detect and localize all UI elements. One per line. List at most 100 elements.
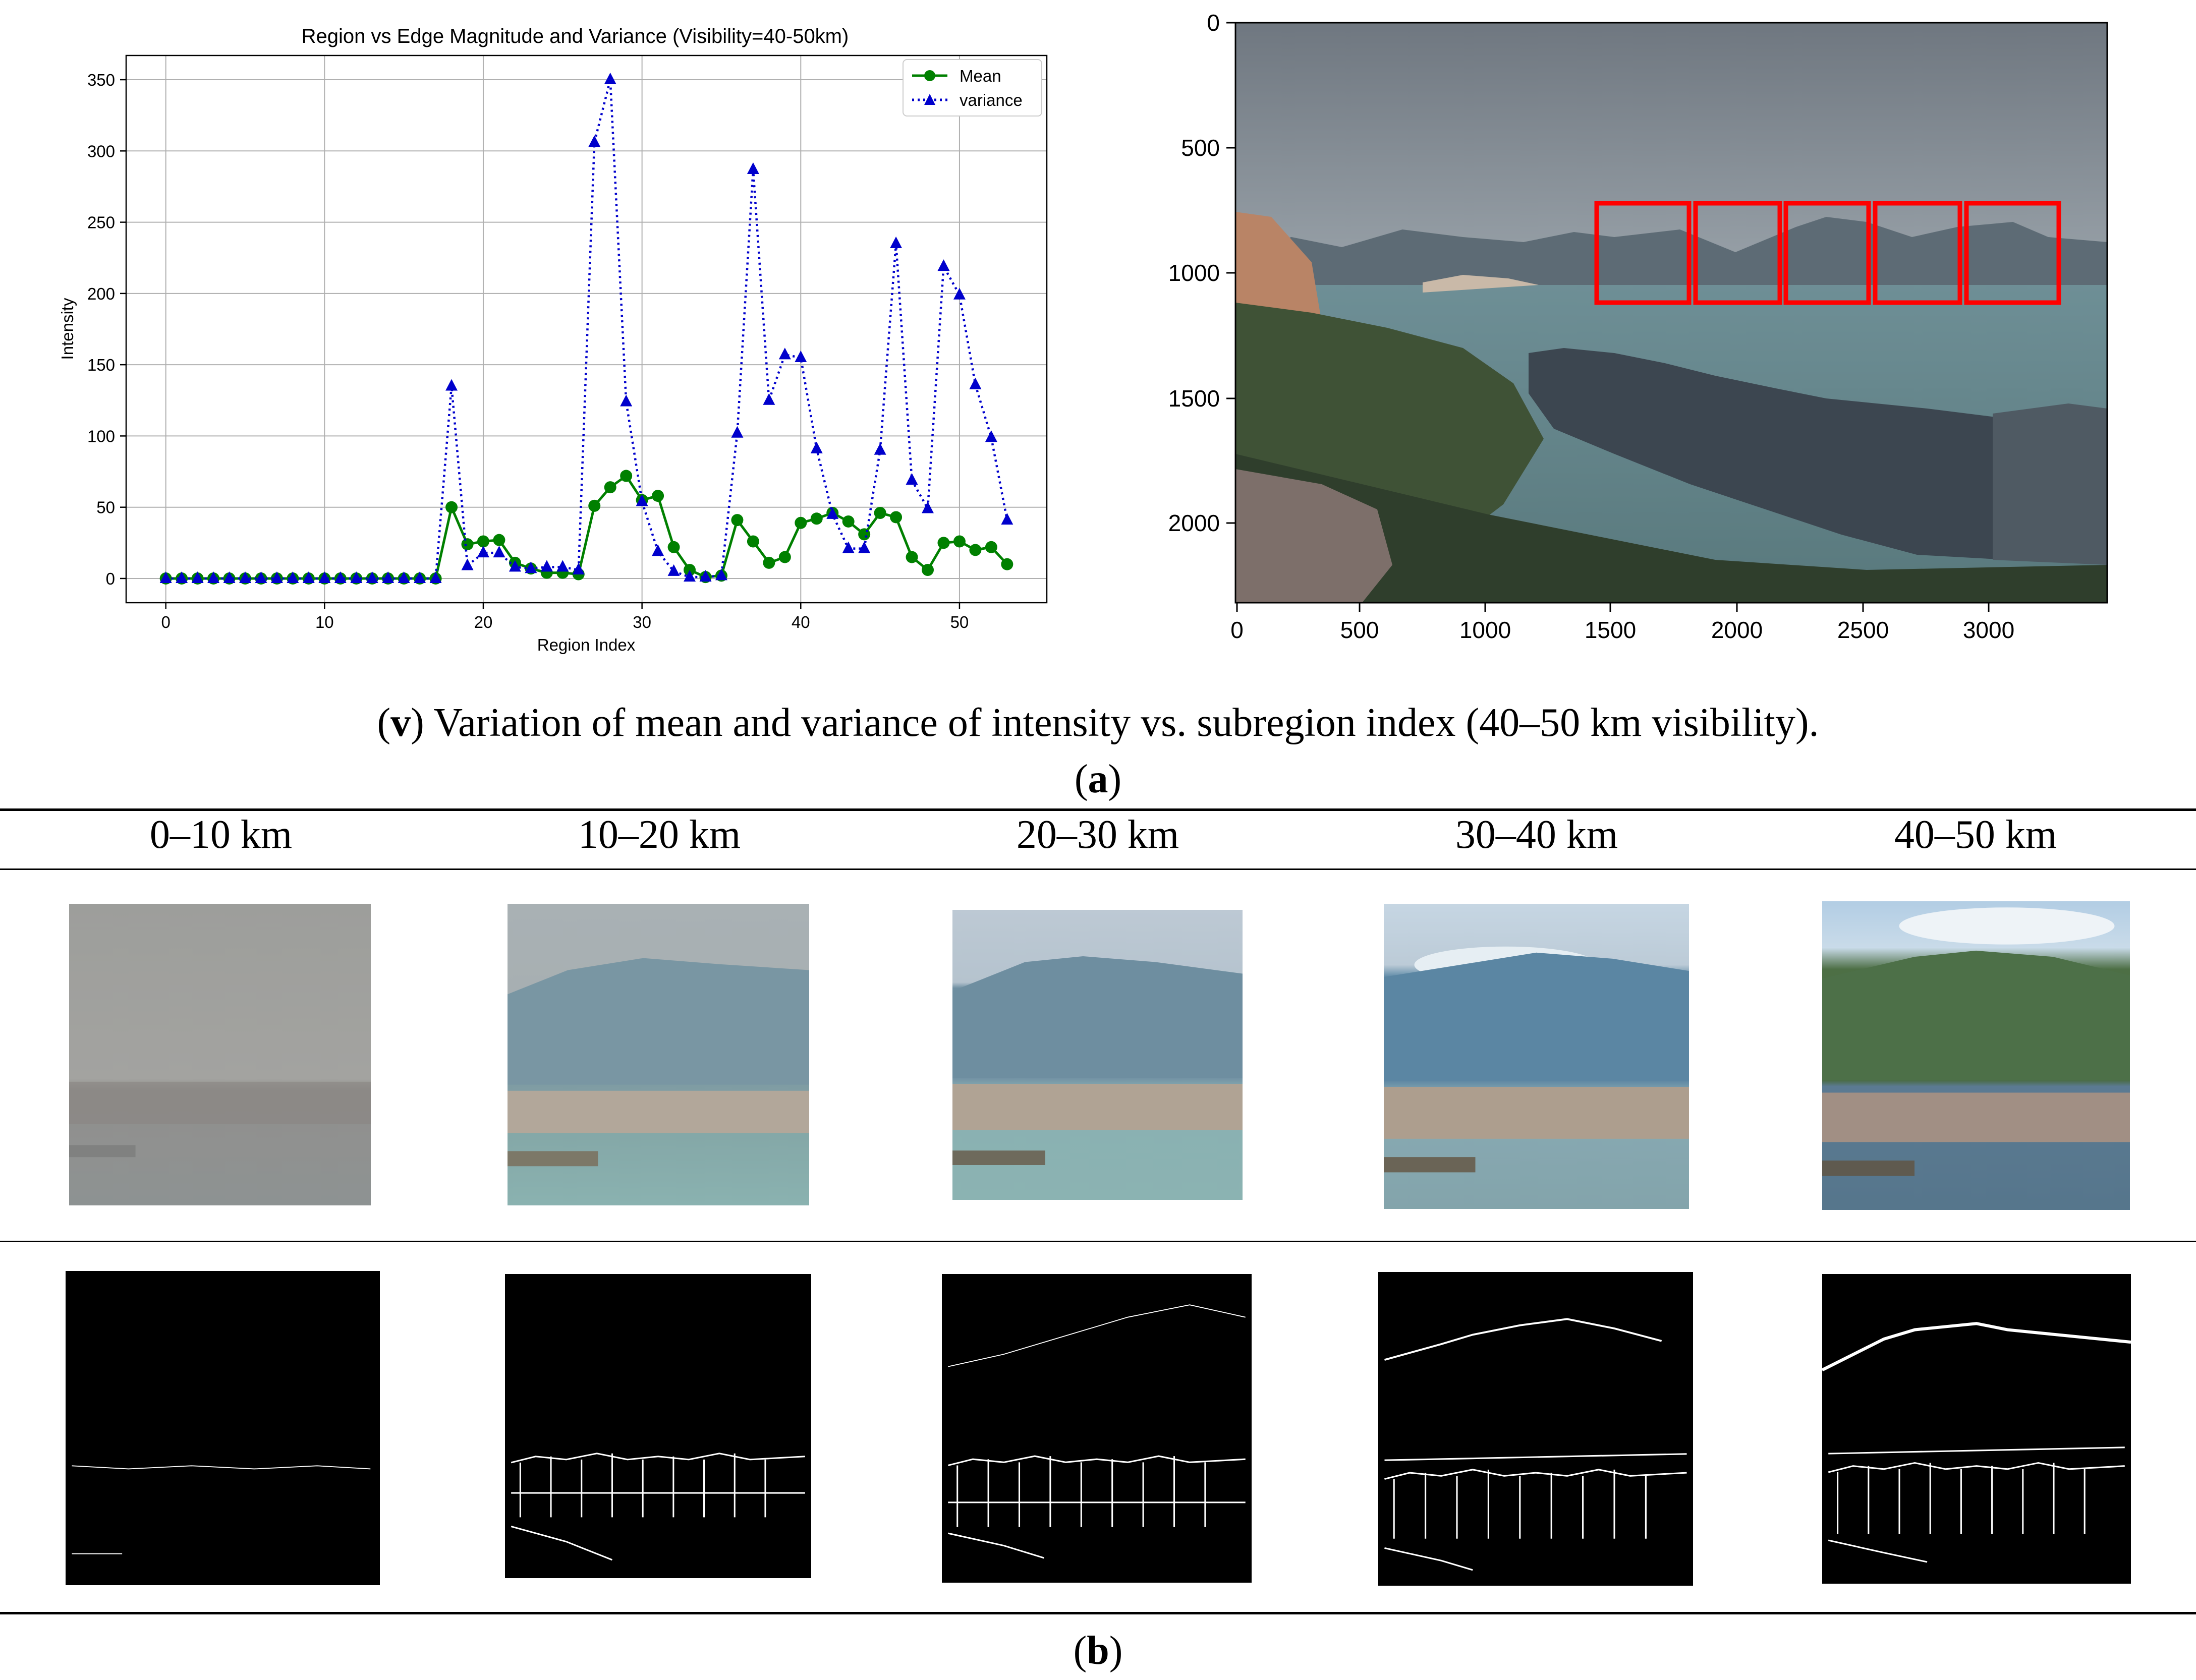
point-mean-41: [810, 512, 823, 525]
point-variance-20: [477, 546, 489, 558]
edge-map-20-30km: [942, 1274, 1252, 1583]
caption-v-text: Variation of mean and variance of intens…: [433, 701, 1819, 745]
point-variance-38: [763, 393, 775, 405]
photo-xtick-1000: 1000: [1459, 617, 1511, 643]
point-variance-3: [207, 571, 220, 583]
point-variance-13: [366, 571, 378, 583]
point-variance-42: [826, 507, 839, 519]
point-mean-50: [953, 535, 966, 548]
column-header-20-30km: 20–30 km: [1016, 813, 1179, 857]
point-variance-31: [652, 544, 664, 556]
point-variance-0: [159, 571, 172, 583]
point-variance-9: [302, 571, 315, 583]
point-mean-48: [922, 564, 934, 576]
point-variance-44: [858, 541, 871, 553]
point-variance-50: [953, 287, 966, 300]
point-variance-22: [509, 560, 521, 572]
point-variance-45: [874, 443, 886, 455]
point-variance-1: [176, 571, 188, 583]
photo-x-axis-ticks: 0 500 1000 1500 2000 2500 3000: [1230, 603, 2014, 643]
point-variance-15: [398, 571, 410, 583]
edge-map-40-50km: [1822, 1274, 2131, 1584]
sample-photo-20-30km: [952, 910, 1243, 1200]
point-variance-47: [906, 473, 918, 485]
x-axis-ticks: 0 10 20 30 40 50: [161, 603, 969, 631]
photo-y-axis-ticks: 0 500 1000 1500 2000: [1168, 10, 1235, 536]
point-mean-19: [461, 538, 474, 551]
chart-series: [159, 73, 1013, 585]
ytick-label-200: 200: [87, 284, 115, 303]
point-variance-37: [747, 162, 759, 175]
ytick-label-150: 150: [87, 356, 115, 374]
sample-photo-40-50km: [1822, 901, 2130, 1210]
y-axis-label: Intensity: [58, 298, 77, 360]
point-mean-45: [874, 506, 886, 519]
point-mean-47: [906, 551, 918, 563]
point-variance-28: [604, 73, 616, 85]
caption-v: (v) Variation of mean and variance of in…: [377, 701, 1819, 745]
legend-mean-label: Mean: [960, 67, 1001, 85]
point-variance-49: [937, 259, 950, 271]
point-variance-25: [556, 560, 569, 572]
chart-legend: Mean variance: [903, 59, 1042, 117]
edge-map-0-10km: [66, 1271, 380, 1585]
photo-ytick-1500: 1500: [1168, 385, 1220, 412]
point-mean-43: [842, 515, 855, 528]
point-variance-41: [810, 441, 823, 453]
column-header-0-10km: 0–10 km: [149, 813, 293, 857]
point-variance-7: [270, 571, 283, 583]
point-mean-44: [858, 528, 871, 541]
photo-ytick-500: 500: [1181, 135, 1220, 161]
point-variance-53: [1001, 513, 1013, 525]
photo-xtick-2500: 2500: [1837, 617, 1889, 643]
point-mean-38: [763, 556, 775, 569]
point-variance-36: [731, 426, 744, 438]
xtick-label-50: 50: [950, 613, 969, 631]
point-mean-36: [731, 514, 744, 527]
legend-mean-marker: [924, 70, 935, 81]
point-variance-14: [382, 571, 395, 583]
xtick-label-0: 0: [161, 613, 170, 631]
point-variance-39: [778, 347, 791, 360]
photo-frame: [1234, 22, 2108, 604]
point-variance-35: [715, 568, 727, 581]
point-variance-32: [667, 564, 680, 576]
x-axis-label: Region Index: [537, 635, 636, 654]
ytick-label-0: 0: [106, 569, 115, 588]
point-mean-46: [890, 511, 903, 524]
legend-variance-marker: [924, 94, 935, 105]
photo-xtick-3000: 3000: [1963, 617, 2014, 643]
point-mean-33: [684, 564, 696, 576]
point-variance-34: [699, 570, 712, 582]
point-mean-21: [493, 534, 505, 546]
xtick-label-30: 30: [633, 613, 651, 631]
point-variance-46: [890, 236, 903, 248]
point-variance-4: [223, 571, 236, 583]
point-mean-39: [778, 551, 791, 563]
point-mean-52: [985, 541, 997, 553]
point-variance-10: [318, 571, 331, 583]
table-header-rule: [0, 868, 2196, 870]
caption-b-label: b: [1087, 1629, 1109, 1673]
region-box-3: [1783, 201, 1871, 305]
point-mean-31: [652, 490, 664, 502]
xtick-label-20: 20: [474, 613, 493, 631]
photo-xtick-500: 500: [1340, 617, 1379, 643]
point-mean-27: [588, 499, 601, 512]
photo-ytick-2000: 2000: [1168, 510, 1220, 536]
legend-variance-label: variance: [960, 91, 1023, 109]
line-chart: Region vs Edge Magnitude and Variance (V…: [58, 25, 1048, 654]
xtick-label-40: 40: [792, 613, 810, 631]
photo-xtick-1500: 1500: [1585, 617, 1636, 643]
sample-photo-10-20km: [508, 904, 809, 1205]
edge-map-30-40km: [1378, 1272, 1693, 1586]
xtick-label-10: 10: [315, 613, 334, 631]
point-variance-24: [540, 560, 553, 572]
ytick-label-350: 350: [87, 71, 115, 89]
point-variance-21: [493, 546, 505, 558]
point-variance-40: [795, 351, 807, 363]
point-mean-32: [667, 541, 680, 553]
table-middle-rule: [0, 1241, 2196, 1242]
point-variance-16: [414, 571, 426, 583]
point-variance-23: [525, 561, 537, 573]
